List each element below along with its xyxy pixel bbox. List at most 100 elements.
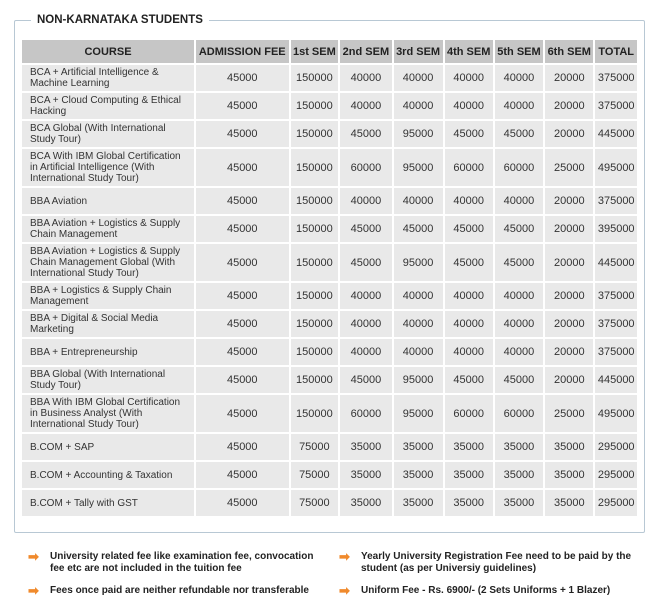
fee-cell: 150000 (290, 121, 339, 147)
fee-cell: 40000 (340, 283, 392, 309)
fee-cell: 35000 (444, 434, 493, 460)
arrow-right-icon: ➡ (28, 583, 39, 598)
fee-cell: 20000 (545, 283, 594, 309)
arrow-right-icon: ➡ (339, 549, 350, 564)
fee-cell: 45000 (196, 65, 289, 91)
fee-cell: 35000 (393, 462, 443, 488)
course-name: B.COM + Accounting & Taxation (22, 462, 194, 488)
fee-cell: 45000 (340, 216, 392, 242)
fee-cell: 20000 (545, 93, 594, 119)
table-row: BBA Aviation + Logistics & Supply Chain … (22, 244, 637, 281)
fee-cell: 75000 (290, 490, 339, 516)
fee-cell: 40000 (340, 188, 392, 214)
note-item: ➡ Yearly University Registration Fee need… (339, 549, 639, 575)
column-header: TOTAL (595, 40, 637, 63)
fee-cell: 40000 (393, 311, 443, 337)
note-item: ➡ University related fee like examination… (28, 549, 328, 575)
fee-cell: 495000 (595, 149, 637, 186)
fee-cell: 295000 (595, 490, 637, 516)
column-header: COURSE (22, 40, 194, 63)
notes-left: ➡ University related fee like examination… (28, 549, 328, 607)
fee-cell: 150000 (290, 216, 339, 242)
column-header: 6th SEM (545, 40, 594, 63)
course-name: BCA + Cloud Computing & Ethical Hacking (22, 93, 194, 119)
course-name: BBA Global (With International Study Tou… (22, 367, 194, 393)
fee-cell: 35000 (393, 434, 443, 460)
fee-cell: 40000 (444, 65, 493, 91)
course-name: BCA Global (With International Study Tou… (22, 121, 194, 147)
course-name: BBA Aviation (22, 188, 194, 214)
note-text: Uniform Fee - Rs. 6900/- (2 Sets Uniform… (361, 585, 611, 596)
arrow-right-icon: ➡ (28, 549, 39, 564)
fee-cell: 35000 (393, 490, 443, 516)
course-name: BBA With IBM Global Certification in Bus… (22, 395, 194, 432)
fee-cell: 45000 (196, 244, 289, 281)
fee-cell: 495000 (595, 395, 637, 432)
fee-cell: 20000 (545, 367, 594, 393)
fee-cell: 20000 (545, 311, 594, 337)
fee-cell: 45000 (444, 216, 493, 242)
fee-cell: 60000 (444, 395, 493, 432)
fee-cell: 25000 (545, 395, 594, 432)
fee-cell: 40000 (340, 311, 392, 337)
fee-cell: 375000 (595, 311, 637, 337)
fee-cell: 40000 (494, 188, 544, 214)
fee-cell: 35000 (494, 462, 544, 488)
fee-cell: 150000 (290, 395, 339, 432)
fee-cell: 40000 (393, 339, 443, 365)
fee-cell: 40000 (494, 65, 544, 91)
course-name: B.COM + Tally with GST (22, 490, 194, 516)
course-name: BBA Aviation + Logistics & Supply Chain … (22, 216, 194, 242)
fee-cell: 295000 (595, 434, 637, 460)
fee-cell: 45000 (196, 395, 289, 432)
note-item: ➡ Uniform Fee - Rs. 6900/- (2 Sets Unifor… (339, 584, 639, 597)
table-row: BBA Aviation 45000 150000 40000 40000 40000 40… (22, 188, 637, 214)
fee-cell: 25000 (545, 149, 594, 186)
table-row: BBA Global (With International Study Tou… (22, 367, 637, 393)
fee-cell: 40000 (393, 283, 443, 309)
fee-cell: 35000 (340, 462, 392, 488)
fee-cell: 45000 (196, 311, 289, 337)
table-row: B.COM + Tally with GST 45000 75000 35000 350… (22, 490, 637, 516)
fee-cell: 95000 (393, 395, 443, 432)
fee-cell: 40000 (444, 93, 493, 119)
fee-cell: 45000 (340, 244, 392, 281)
fee-cell: 150000 (290, 65, 339, 91)
fee-cell: 95000 (393, 121, 443, 147)
section-title: NON-KARNATAKA STUDENTS (31, 13, 209, 27)
fee-cell: 40000 (444, 283, 493, 309)
fee-cell: 45000 (494, 367, 544, 393)
table-row: BBA With IBM Global Certification in Bus… (22, 395, 637, 432)
fee-cell: 95000 (393, 367, 443, 393)
fee-cell: 40000 (444, 188, 493, 214)
fee-cell: 45000 (196, 367, 289, 393)
fee-cell: 45000 (196, 216, 289, 242)
column-header: 4th SEM (444, 40, 493, 63)
table-row: BCA With IBM Global Certification in Art… (22, 149, 637, 186)
fee-cell: 45000 (196, 188, 289, 214)
fee-cell: 45000 (196, 434, 289, 460)
column-header: 5th SEM (494, 40, 544, 63)
note-text: Fees once paid are neither refundable no… (50, 585, 309, 596)
fee-cell: 45000 (196, 490, 289, 516)
table-row: B.COM + SAP 45000 75000 35000 35000 35000 3500… (22, 434, 637, 460)
fee-cell: 95000 (393, 244, 443, 281)
fee-cell: 45000 (196, 283, 289, 309)
notes-right: ➡ Yearly University Registration Fee need… (339, 549, 639, 607)
fee-cell: 60000 (340, 149, 392, 186)
fee-cell: 40000 (340, 339, 392, 365)
fee-cell: 35000 (444, 490, 493, 516)
column-header: 1st SEM (290, 40, 339, 63)
fee-cell: 45000 (444, 121, 493, 147)
fee-cell: 40000 (393, 188, 443, 214)
fee-cell: 95000 (393, 149, 443, 186)
fee-cell: 35000 (494, 434, 544, 460)
fee-section: NON-KARNATAKA STUDENTS COURSE ADMISSION F… (14, 13, 645, 533)
fee-cell: 150000 (290, 188, 339, 214)
course-name: BBA + Digital & Social Media Marketing (22, 311, 194, 337)
column-header: 2nd SEM (340, 40, 392, 63)
fee-cell: 40000 (494, 339, 544, 365)
notes: ➡ University related fee like examination… (14, 533, 645, 607)
fee-cell: 40000 (494, 311, 544, 337)
fee-cell: 45000 (494, 244, 544, 281)
